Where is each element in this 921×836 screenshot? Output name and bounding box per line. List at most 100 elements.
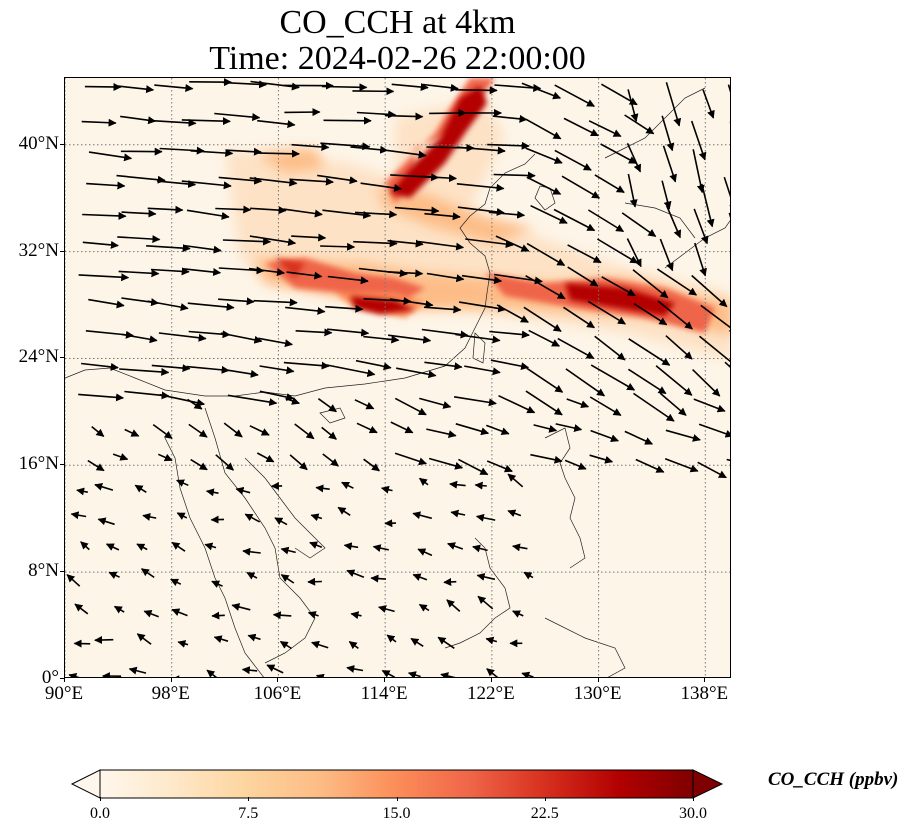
wind-arrow: [157, 180, 197, 189]
wind-arrow: [458, 458, 489, 476]
wind-arrow: [285, 397, 300, 405]
wind-arrow: [317, 174, 358, 185]
wind-arrow: [353, 239, 398, 248]
wind-arrow: [326, 364, 376, 378]
wind-arrow: [394, 206, 440, 215]
wind-arrow: [440, 672, 456, 677]
wind-arrow: [487, 141, 530, 150]
wind-arrow: [530, 204, 568, 224]
wind-arrow: [248, 267, 285, 277]
colorbar-tick-label: 15.0: [382, 805, 411, 822]
wind-arrow: [498, 394, 536, 414]
wind-arrow: [424, 212, 461, 221]
wind-arrow: [387, 269, 424, 278]
lon-tick-label: 106°E: [253, 683, 302, 704]
wind-arrow: [113, 605, 125, 614]
wind-arrow: [257, 119, 296, 129]
wind-arrow: [443, 577, 457, 586]
wind-arrow: [327, 328, 370, 337]
wind-arrow: [363, 458, 380, 472]
wind-arrow: [563, 117, 599, 137]
wind-arrow: [150, 267, 190, 276]
wind-arrow: [320, 242, 356, 251]
wind-arrow: [354, 399, 375, 410]
wind-arrow: [285, 306, 326, 315]
wind-arrow: [82, 240, 119, 249]
wind-arrow: [294, 423, 315, 440]
wind-arrow: [692, 369, 721, 397]
wind-arrow: [147, 300, 189, 312]
wind-arrow: [307, 577, 322, 586]
wind-arrow: [356, 422, 378, 434]
wind-arrow: [419, 397, 452, 409]
wind-arrow: [370, 574, 387, 583]
wind-arrow: [455, 333, 501, 344]
lon-tick-mark: [597, 678, 599, 682]
wind-arrow: [289, 177, 334, 186]
wind-arrow: [309, 541, 323, 549]
wind-arrow: [244, 513, 261, 523]
wind-arrow: [280, 574, 295, 584]
wind-arrow: [665, 205, 682, 239]
wind-arrow: [447, 542, 464, 550]
wind-arrow: [496, 304, 529, 323]
lon-tick-label: 114°E: [360, 683, 408, 704]
wind-arrow: [78, 393, 124, 402]
wind-arrow: [474, 481, 487, 490]
wind-arrow: [181, 180, 232, 190]
wind-arrow: [600, 143, 637, 165]
wind-arrow: [249, 425, 270, 436]
wind-arrow: [186, 209, 230, 220]
wind-arrow: [348, 640, 359, 650]
wind-arrow: [151, 364, 191, 373]
wind-arrow: [724, 361, 730, 368]
lat-tick-mark: [60, 464, 64, 466]
wind-arrow: [158, 332, 207, 342]
colorbar: [70, 769, 724, 799]
wind-arrow: [182, 267, 222, 277]
lon-tick-label: 122°E: [467, 683, 515, 704]
wind-arrow: [94, 482, 114, 491]
wind-arrow: [659, 392, 687, 416]
wind-arrow: [187, 398, 203, 410]
wind-arrow: [665, 82, 682, 127]
wind-arrow: [626, 238, 642, 268]
lon-tick-mark: [384, 678, 386, 682]
wind-arrow: [507, 509, 522, 518]
wind-arrow: [530, 453, 563, 464]
wind-arrow: [170, 578, 182, 587]
colorbar-extend-max: [692, 769, 724, 799]
wind-arrow: [283, 361, 330, 370]
wind-arrow: [475, 513, 496, 522]
wind-arrow: [589, 396, 622, 416]
wind-arrow: [423, 305, 462, 314]
wind-arrow: [564, 459, 587, 470]
lat-tick-mark: [60, 250, 64, 252]
wind-arrow: [465, 238, 514, 249]
wind-arrow: [215, 205, 252, 214]
wind-arrow: [698, 423, 730, 438]
lon-tick-label: 90°E: [44, 683, 84, 704]
wind-arrow: [661, 180, 672, 210]
lon-tick-mark: [704, 678, 706, 682]
wind-arrow: [76, 487, 88, 496]
map-canvas: [65, 78, 730, 677]
wind-arrow: [728, 212, 730, 218]
wind-arrow: [140, 568, 155, 579]
wind-arrow: [119, 367, 170, 376]
wind-arrow: [317, 398, 337, 413]
wind-arrow: [213, 635, 229, 644]
wind-arrow: [657, 300, 693, 330]
wind-arrow: [488, 210, 526, 219]
wind-arrow: [108, 571, 120, 580]
wind-arrow: [325, 304, 364, 313]
lat-tick-mark: [60, 678, 64, 679]
wind-arrow: [315, 484, 330, 493]
colorbar-tick-mark: [248, 797, 250, 801]
wind-arrow: [476, 573, 496, 581]
wind-arrow: [321, 83, 368, 92]
wind-arrow: [665, 335, 693, 360]
wind-arrow: [152, 423, 173, 440]
map-title-line2: Time: 2024-02-26 22:00:00: [209, 40, 586, 77]
wind-arrow: [635, 458, 665, 473]
